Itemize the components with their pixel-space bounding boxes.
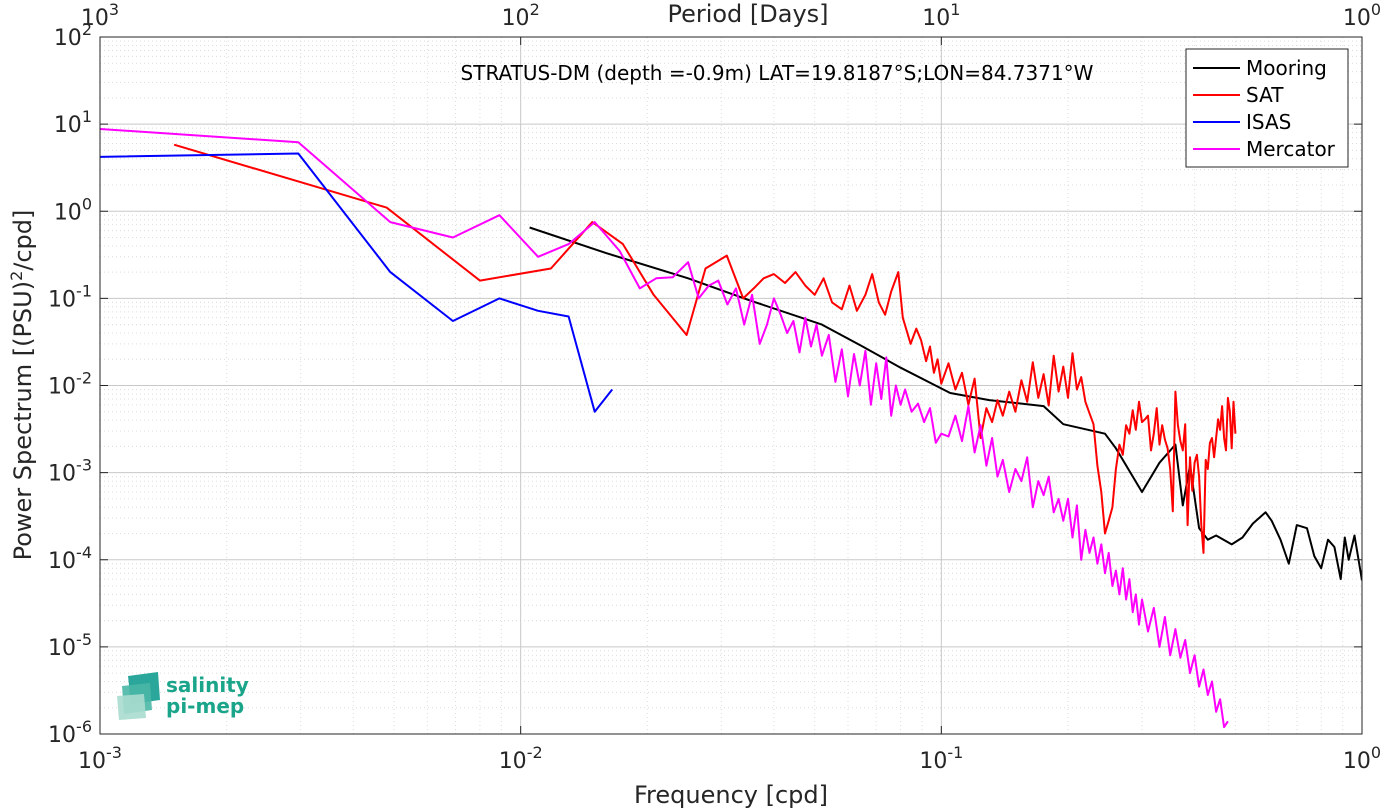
y-tick-label: 100 — [54, 194, 92, 225]
series-line-mooring — [529, 226, 1362, 581]
y-tick-label: 102 — [54, 20, 92, 51]
y-tick-label: 10-2 — [48, 369, 92, 400]
series-lines — [100, 128, 1362, 729]
series-line-isas — [100, 152, 613, 413]
chart-title: STRATUS-DM (depth =-0.9m) LAT=19.8187°S;… — [461, 61, 1094, 85]
y-axis-label-main: Power Spectrum [(PSU) — [9, 281, 37, 560]
legend: Mooring SAT ISAS Mercator — [1185, 48, 1349, 168]
series-line-sat — [173, 143, 1237, 554]
x-tick-label: 10-3 — [78, 743, 122, 774]
top-axis-label: Period [Days] — [667, 0, 828, 28]
legend-label-sat: SAT — [1246, 83, 1284, 107]
top-tick-label: 103 — [81, 0, 119, 31]
y-tick-label: 10-6 — [48, 717, 92, 748]
y-tick-label: 10-3 — [48, 456, 92, 487]
series-line-mercator — [100, 128, 1229, 729]
x-tick-label: 10-1 — [919, 743, 963, 774]
logo-text-line2: pi-mep — [166, 694, 244, 718]
logo-mark — [117, 672, 160, 720]
legend-label-mercator: Mercator — [1246, 137, 1336, 161]
top-tick-label: 100 — [1343, 0, 1381, 31]
y-axis-label: Power Spectrum [(PSU)2/cpd] — [7, 210, 37, 561]
y-tick-label: 10-1 — [48, 281, 92, 312]
salinity-pi-mep-logo: salinity pi-mep — [117, 672, 249, 720]
legend-label-isas: ISAS — [1246, 110, 1291, 134]
y-tick-label: 10-4 — [48, 543, 92, 574]
legend-label-mooring: Mooring — [1246, 56, 1327, 80]
x-tick-label: 10-2 — [499, 743, 543, 774]
x-tick-label: 100 — [1343, 743, 1381, 774]
y-axis-label-tail: /cpd] — [9, 210, 37, 271]
y-tick-label: 10-5 — [48, 630, 92, 661]
top-tick-label: 101 — [922, 0, 960, 31]
grid — [99, 36, 1363, 735]
top-tick-label: 102 — [502, 0, 540, 31]
y-tick-label: 101 — [54, 107, 92, 138]
x-axis-label: Frequency [cpd] — [634, 781, 828, 809]
logo-text-line1: salinity — [166, 673, 249, 697]
y-axis-label-sup: 2 — [7, 271, 26, 281]
